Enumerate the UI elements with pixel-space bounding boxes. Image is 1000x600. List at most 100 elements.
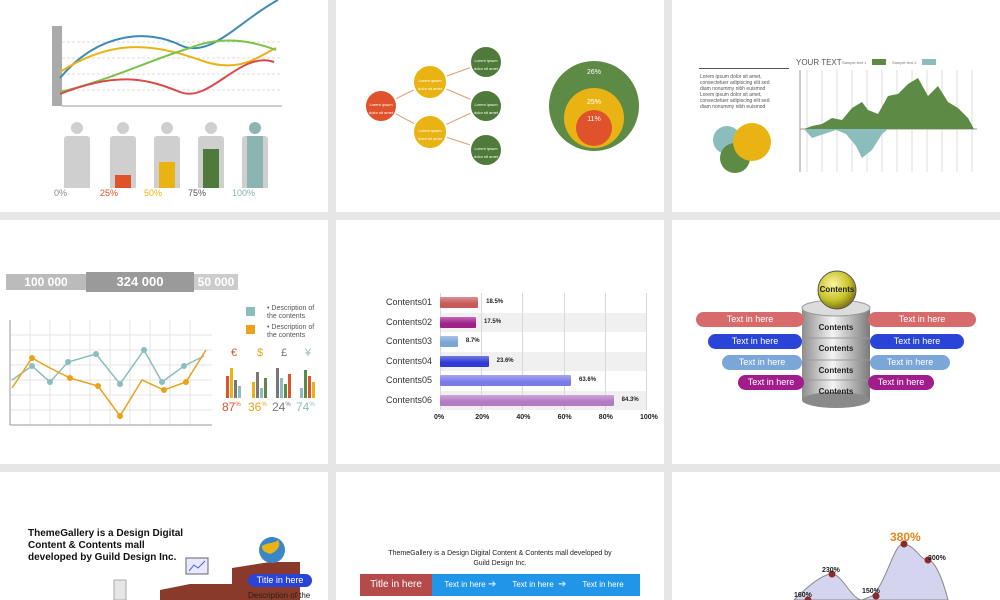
area-series-1 bbox=[804, 78, 974, 129]
legend-1-swatch bbox=[246, 307, 255, 316]
category-label: Contents01 bbox=[385, 297, 432, 307]
category-label: Contents06 bbox=[385, 394, 432, 405]
bar-value-label: 63.6% bbox=[579, 377, 597, 383]
left-pill-1: Text in here bbox=[696, 312, 804, 327]
tile-peak-chart: 160% 230% 150% 380% 300% bbox=[672, 472, 1000, 600]
currency-bar bbox=[260, 388, 263, 398]
bar-chart: Contents01 18.5% Contents02 17.5% Contents03… bbox=[336, 220, 664, 464]
node-yellow-1-text: Lorem ipsum dolor sit amet bbox=[418, 78, 443, 91]
arrow-icon-1: ➔ bbox=[488, 579, 497, 590]
bar-value-label: 18.5% bbox=[486, 299, 504, 305]
legend-2-swatch bbox=[922, 59, 936, 65]
cylinder-body bbox=[802, 308, 870, 400]
node-red bbox=[364, 89, 398, 123]
currency-bar bbox=[312, 382, 315, 398]
currency-bar bbox=[230, 368, 233, 398]
peak-dot-150 bbox=[872, 592, 880, 600]
currency-value: 87% bbox=[222, 400, 241, 414]
cylinder-svg bbox=[801, 270, 871, 408]
legend-1-label: Sample text 1 bbox=[842, 60, 867, 65]
currency-bar bbox=[226, 376, 229, 398]
laptop-icon bbox=[185, 557, 209, 575]
legend-2-swatch bbox=[246, 325, 255, 334]
step-3: Text in here bbox=[582, 580, 624, 589]
arrow-icon-2: ➔ bbox=[558, 579, 567, 590]
right-pill-4: Text in here bbox=[868, 375, 934, 390]
currency-bar bbox=[280, 378, 283, 398]
person-icon bbox=[196, 122, 226, 198]
description-text: Description of the bbox=[248, 591, 311, 600]
bar bbox=[440, 336, 458, 347]
ring-inner bbox=[576, 110, 612, 146]
venn-yellow bbox=[733, 123, 771, 161]
series-orange bbox=[11, 349, 207, 418]
peak-right bbox=[861, 543, 949, 600]
tile-process-bar: ThemeGallery is a Design Digital Content… bbox=[336, 472, 664, 600]
left-pill-4: Text in here bbox=[738, 375, 804, 390]
currency-value: 36% bbox=[248, 400, 267, 414]
node-yellow-2-text: Lorem ipsum dolor sit amet bbox=[418, 128, 443, 141]
bar-value-label: 17.5% bbox=[484, 318, 502, 325]
currency-value: 24% bbox=[272, 400, 291, 414]
right-pill-1: Text in here bbox=[868, 312, 976, 327]
gridline bbox=[563, 293, 565, 410]
currency-bar bbox=[256, 372, 259, 398]
currency-bar bbox=[284, 384, 287, 398]
gridline bbox=[440, 293, 441, 410]
series-teal bbox=[11, 348, 205, 386]
building-icon bbox=[113, 579, 127, 600]
staircase-svg bbox=[113, 537, 300, 600]
bar bbox=[440, 355, 489, 367]
x-tick-label: 60% bbox=[557, 414, 572, 421]
peak-dot-380 bbox=[900, 540, 908, 548]
stair-steps bbox=[160, 562, 300, 600]
peak-dot-230 bbox=[828, 570, 836, 578]
x-tick-label: 20% bbox=[475, 414, 490, 421]
node-green-2 bbox=[469, 89, 503, 123]
chart-title: YOUR TEXT bbox=[796, 58, 842, 67]
heading: ThemeGallery is a Design Digital Content … bbox=[28, 528, 184, 563]
category-label: Contents04 bbox=[385, 355, 432, 366]
legend-1-text: • Description of the contents bbox=[267, 305, 315, 320]
label-150: 150% bbox=[862, 588, 880, 595]
line-chart-svg bbox=[9, 320, 212, 426]
series-yellow-line bbox=[59, 46, 277, 73]
person-icon bbox=[152, 122, 182, 198]
peak-chart-svg bbox=[793, 540, 949, 600]
x-tick-label: 40% bbox=[516, 414, 531, 421]
right-pill-2: Text in here bbox=[870, 334, 964, 349]
divider bbox=[699, 68, 789, 69]
legend-1-swatch bbox=[872, 59, 886, 65]
tile-node-diagram: Lorem ipsum dolor sit amet Lorem ipsum d… bbox=[336, 0, 664, 212]
x-tick-label: 100% bbox=[640, 414, 658, 421]
node-green-2-text: Lorem ipsum dolor sit amet bbox=[474, 102, 499, 115]
currency-bar bbox=[264, 378, 267, 398]
band-1: 100 000 bbox=[6, 274, 86, 290]
bar-value-label: 23.6% bbox=[496, 357, 514, 364]
tile-area-chart: YOUR TEXT Sample text 1 Sample text 2 Lo… bbox=[672, 0, 1000, 212]
area-series-2 bbox=[804, 129, 888, 158]
tile-cylinder-diagram: Contents Contents Contents Contents Cont… bbox=[672, 220, 1000, 464]
band-3: 50 000 bbox=[194, 274, 238, 290]
ring-outer-label: 26% bbox=[586, 69, 601, 76]
line-chart-svg bbox=[52, 0, 282, 107]
left-pill-2: Text in here bbox=[708, 334, 802, 349]
bar bbox=[440, 316, 477, 328]
layer-3-label: Contents bbox=[818, 366, 854, 375]
top-sphere-label: Contents bbox=[819, 285, 855, 294]
series-blue-line bbox=[59, 0, 279, 79]
x-tick-label: 80% bbox=[598, 414, 613, 421]
heading: ThemeGallery is a Design Digital Content… bbox=[388, 550, 612, 567]
tile-line-people-chart: 0% 25% 50% 75% 100% bbox=[0, 0, 328, 212]
x-tick-label: 0% bbox=[434, 414, 445, 421]
band-2: 324 000 bbox=[86, 272, 194, 292]
cylinder-bottom bbox=[802, 392, 870, 408]
step-title: Title in here bbox=[360, 574, 432, 596]
category-label: Contents02 bbox=[385, 316, 432, 327]
peak-dot-160 bbox=[804, 596, 812, 600]
currency-value: 74% bbox=[296, 400, 315, 414]
left-pill-3: Text in here bbox=[722, 355, 802, 370]
legend-2-label: Sample text 2 bbox=[892, 60, 917, 65]
currency-bar bbox=[300, 388, 303, 398]
layer-2-label: Contents bbox=[818, 344, 854, 353]
